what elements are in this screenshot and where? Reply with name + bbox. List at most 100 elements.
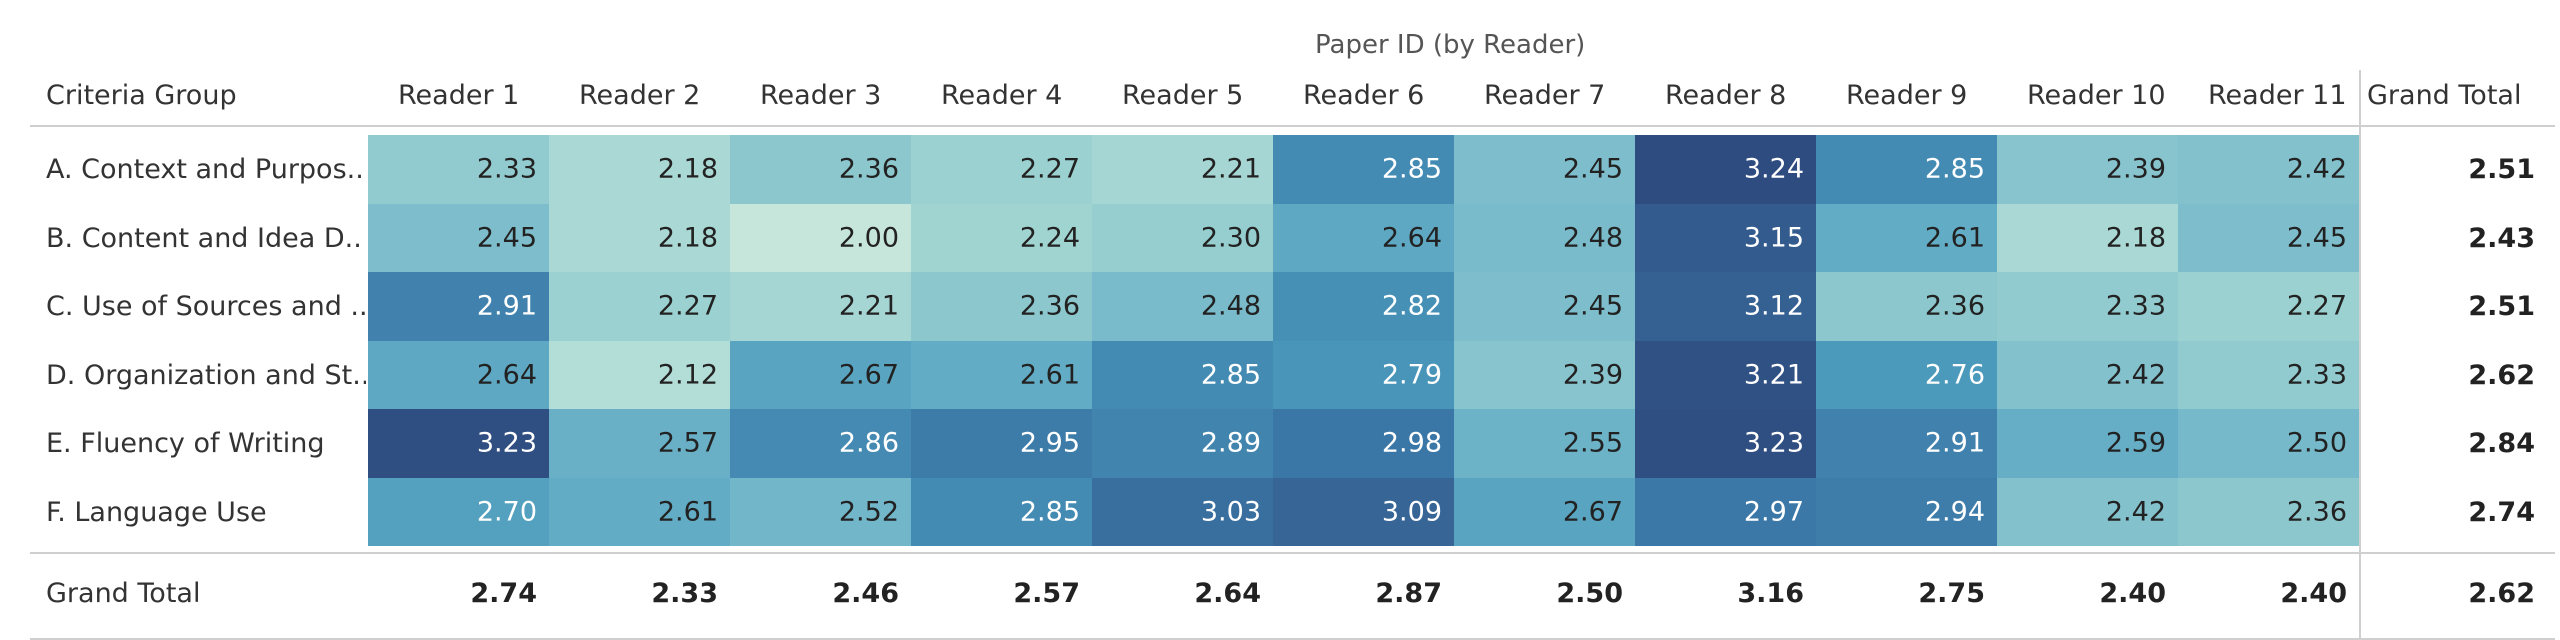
row-grand-total: 2.51 <box>2468 291 2535 322</box>
heatmap-cell: 2.52 <box>730 477 911 546</box>
cell-value: 2.45 <box>1562 153 1623 185</box>
cell-value: 2.61 <box>1019 359 1080 391</box>
heatmap-cell: 2.18 <box>1997 203 2178 272</box>
column-grand-total: 2.87 <box>1375 578 1442 609</box>
grand-total-column-divider <box>2359 70 2361 640</box>
cell-value: 2.67 <box>838 359 899 391</box>
row-grand-total: 2.74 <box>2468 496 2535 528</box>
row-label: A. Context and Purpos.. <box>46 154 364 185</box>
cell-value: 3.23 <box>1743 427 1804 459</box>
cell-value: 2.85 <box>1200 359 1261 391</box>
heatmap-cell: 2.45 <box>1454 272 1635 341</box>
column-header: Reader 7 <box>1484 80 1606 111</box>
heatmap-cell: 2.42 <box>1997 340 2178 409</box>
cell-value: 2.36 <box>2286 496 2347 528</box>
row-grand-total: 2.84 <box>2468 428 2535 459</box>
cell-value: 2.42 <box>2286 153 2347 185</box>
heatmap-cell: 2.42 <box>2178 135 2359 204</box>
heatmap-cell: 2.24 <box>911 203 1092 272</box>
cell-value: 2.39 <box>1562 359 1623 391</box>
row-grand-total: 2.62 <box>2468 359 2535 391</box>
cell-value: 2.95 <box>1019 427 1080 459</box>
heatmap-cell: 2.85 <box>1273 135 1454 204</box>
column-grand-total: 2.50 <box>1556 578 1623 609</box>
column-header: Reader 3 <box>760 80 882 111</box>
heatmap-cell: 2.48 <box>1454 203 1635 272</box>
cell-value: 2.27 <box>2286 290 2347 322</box>
cell-value: 2.45 <box>476 222 537 254</box>
cell-value: 2.85 <box>1019 496 1080 528</box>
cell-value: 2.42 <box>2105 359 2166 391</box>
row-label: F. Language Use <box>46 496 267 528</box>
cell-value: 2.00 <box>838 222 899 254</box>
grand-total-row-divider <box>30 552 2555 554</box>
heatmap-cell: 2.45 <box>368 203 549 272</box>
grand-total-column-header: Grand Total <box>2367 80 2522 111</box>
heatmap-cell: 2.12 <box>549 340 730 409</box>
cell-value: 2.79 <box>1381 359 1442 391</box>
heatmap-cell: 2.21 <box>730 272 911 341</box>
heatmap-cell: 2.27 <box>549 272 730 341</box>
cell-value: 2.18 <box>657 222 718 254</box>
cell-value: 2.48 <box>1200 290 1261 322</box>
header-divider <box>30 125 2555 127</box>
heatmap-cell: 2.18 <box>549 203 730 272</box>
cell-value: 2.18 <box>657 153 718 185</box>
heatmap-cell: 2.64 <box>368 340 549 409</box>
heatmap-cell: 2.48 <box>1092 272 1273 341</box>
column-grand-total: 2.40 <box>2280 578 2347 609</box>
heatmap-cell: 2.27 <box>911 135 1092 204</box>
heatmap-cell: 3.23 <box>368 409 549 478</box>
cell-value: 2.85 <box>1924 153 1985 185</box>
row-header: Criteria Group <box>46 80 237 111</box>
heatmap-cell: 2.55 <box>1454 409 1635 478</box>
heatmap-cell: 2.85 <box>1816 135 1997 204</box>
heatmap-cell: 2.97 <box>1635 477 1816 546</box>
cell-value: 2.33 <box>2105 290 2166 322</box>
cell-value: 2.39 <box>2105 153 2166 185</box>
heatmap-cell: 2.82 <box>1273 272 1454 341</box>
cell-value: 2.82 <box>1381 290 1442 322</box>
heatmap-cell: 2.00 <box>730 203 911 272</box>
cell-value: 2.86 <box>838 427 899 459</box>
cell-value: 2.85 <box>1381 153 1442 185</box>
cell-value: 3.15 <box>1743 222 1804 254</box>
heatmap-cell: 2.76 <box>1816 340 1997 409</box>
heatmap-cell: 2.33 <box>1997 272 2178 341</box>
heatmap-cell: 3.24 <box>1635 135 1816 204</box>
row-label: E. Fluency of Writing <box>46 428 325 459</box>
heatmap-cell: 2.94 <box>1816 477 1997 546</box>
heatmap-cell: 2.33 <box>368 135 549 204</box>
cell-value: 2.33 <box>2286 359 2347 391</box>
heatmap-cell: 2.85 <box>911 477 1092 546</box>
heatmap-cell: 2.39 <box>1454 340 1635 409</box>
column-header: Reader 10 <box>2027 80 2166 111</box>
row-label: D. Organization and St.. <box>46 359 366 391</box>
heatmap-cell: 2.36 <box>730 135 911 204</box>
cell-value: 2.91 <box>1924 427 1985 459</box>
cell-value: 2.36 <box>1924 290 1985 322</box>
column-grand-total: 2.74 <box>470 578 537 609</box>
row-label: B. Content and Idea D.. <box>46 222 362 254</box>
cell-value: 3.09 <box>1381 496 1442 528</box>
heatmap-cell: 2.67 <box>1454 477 1635 546</box>
cell-value: 2.33 <box>476 153 537 185</box>
column-header: Reader 11 <box>2208 80 2347 111</box>
column-grand-total: 3.16 <box>1737 578 1804 609</box>
heatmap-cell: 2.45 <box>1454 135 1635 204</box>
column-grand-total: 2.64 <box>1194 578 1261 609</box>
cell-value: 2.76 <box>1924 359 1985 391</box>
cell-value: 2.21 <box>1200 153 1261 185</box>
cell-value: 3.12 <box>1743 290 1804 322</box>
cell-value: 2.70 <box>476 496 537 528</box>
heatmap-cell: 2.70 <box>368 477 549 546</box>
cell-value: 2.12 <box>657 359 718 391</box>
heatmap-cell: 2.36 <box>911 272 1092 341</box>
heatmap-cell: 2.21 <box>1092 135 1273 204</box>
cell-value: 2.27 <box>657 290 718 322</box>
cell-value: 2.57 <box>657 427 718 459</box>
cell-value: 2.91 <box>476 290 537 322</box>
overall-grand-total: 2.62 <box>2468 578 2535 609</box>
heatmap-cell: 2.91 <box>1816 409 1997 478</box>
cell-value: 2.24 <box>1019 222 1080 254</box>
